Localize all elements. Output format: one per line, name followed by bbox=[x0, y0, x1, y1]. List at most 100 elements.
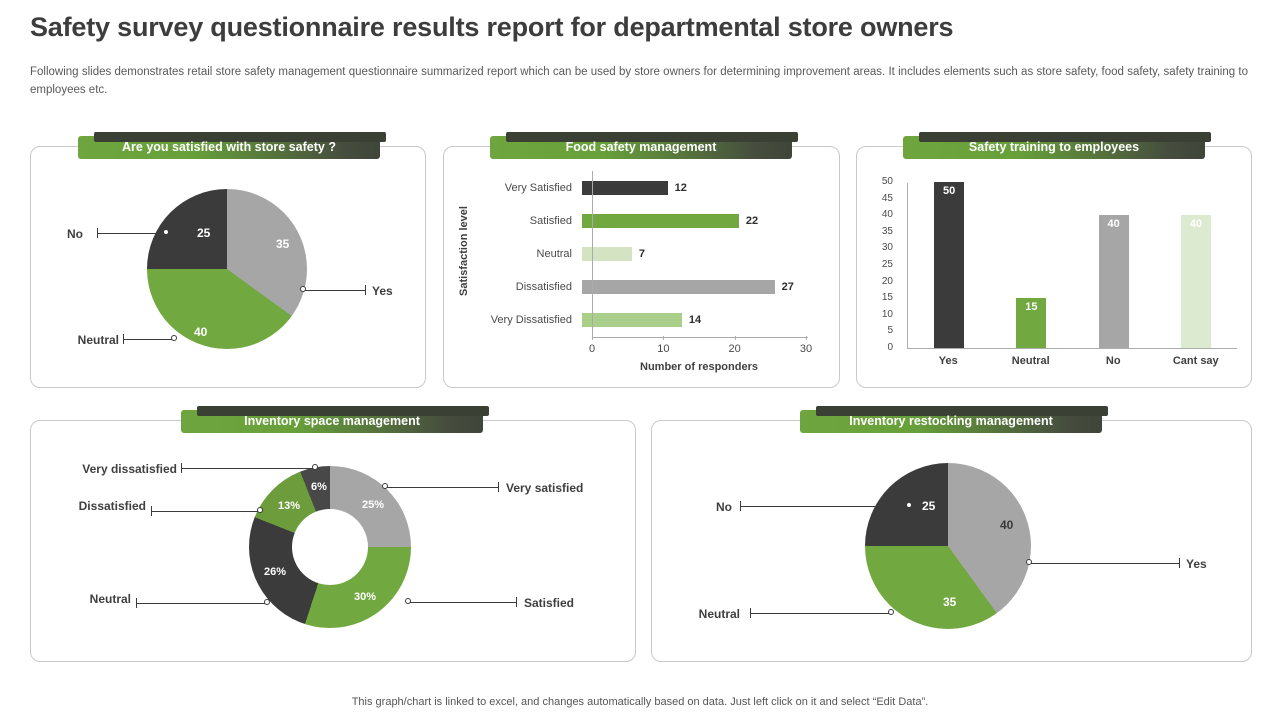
value-label: 50 bbox=[943, 185, 956, 197]
chart-title-banner: Inventory space management bbox=[181, 406, 489, 433]
category-label: Neutral bbox=[1011, 355, 1050, 367]
leader-line bbox=[181, 463, 318, 473]
leader-line bbox=[97, 228, 169, 238]
leader-line bbox=[382, 482, 499, 492]
category-label: Cant say bbox=[1172, 355, 1219, 367]
x-axis-line bbox=[592, 337, 808, 338]
y-tick-label: 15 bbox=[881, 292, 893, 304]
value-label: 14 bbox=[688, 313, 702, 326]
slice-callout-label: No bbox=[67, 227, 83, 241]
excel-link-note: This graph/chart is linked to excel, and… bbox=[351, 696, 929, 708]
value-label: 22 bbox=[745, 214, 759, 227]
leader-line bbox=[136, 598, 270, 608]
y-tick-label: 35 bbox=[881, 225, 893, 237]
category-label: Yes bbox=[938, 355, 958, 367]
bar[interactable]: 15 bbox=[1016, 298, 1047, 348]
category-label: Dissatisfied bbox=[515, 280, 572, 293]
slice-callout-label: No bbox=[716, 500, 732, 514]
value-label: 27 bbox=[781, 280, 794, 293]
store-safety-pie-chart[interactable] bbox=[147, 189, 307, 349]
food-safety-chart-panel: Satisfaction level Very Satisfied 12 Satis… bbox=[443, 146, 840, 388]
slice-callout-label: Neutral bbox=[698, 607, 740, 621]
pie-value-label: 35 bbox=[943, 595, 957, 609]
slice-callout-label: Yes bbox=[1186, 557, 1207, 571]
bar[interactable] bbox=[582, 312, 682, 327]
category-label: No bbox=[1105, 355, 1121, 367]
chart-title-banner: Inventory restocking management bbox=[800, 406, 1108, 433]
bar[interactable] bbox=[582, 279, 775, 294]
y-tick-label: 25 bbox=[881, 259, 893, 270]
pie-value-label: 40 bbox=[194, 325, 208, 339]
bar[interactable]: 50 bbox=[934, 182, 965, 348]
bar-row: Satisfied 22 bbox=[450, 204, 830, 237]
y-axis-line bbox=[592, 171, 593, 337]
y-axis-ticks: 0 5 10 15 20 25 30 35 40 45 50 bbox=[857, 177, 901, 353]
bar-row: Dissatisfied 27 bbox=[450, 270, 830, 303]
bar-row: Neutral 7 bbox=[450, 237, 830, 270]
leader-line bbox=[750, 608, 894, 618]
chart-title-banner: Safety training to employees bbox=[903, 132, 1211, 159]
slice-callout-label: Neutral bbox=[89, 592, 131, 606]
leader-line bbox=[123, 334, 177, 344]
pie-value-label: 13% bbox=[278, 500, 301, 512]
slice-callout-label: Very dissatisfied bbox=[82, 462, 177, 476]
leader-line bbox=[1026, 558, 1180, 568]
x-axis-ticks: 0 10 20 30 bbox=[588, 336, 812, 357]
pie-value-label: 30% bbox=[354, 591, 377, 603]
slice-callout-label: Satisfied bbox=[524, 596, 575, 610]
y-tick-label: 50 bbox=[881, 176, 893, 187]
slice-callout-label: Yes bbox=[372, 284, 393, 298]
category-label: Very Dissatisfied bbox=[490, 313, 572, 326]
bar[interactable] bbox=[582, 213, 739, 228]
category-label: Neutral bbox=[536, 247, 572, 260]
pie-value-label: 25% bbox=[362, 499, 385, 511]
x-tick-label: 10 bbox=[657, 336, 670, 355]
x-tick-label: 30 bbox=[799, 336, 813, 355]
page-subtitle: Following slides demonstrates retail sto… bbox=[30, 66, 1248, 96]
inventory-space-donut-chart[interactable] bbox=[249, 466, 411, 628]
x-tick-label: 0 bbox=[588, 336, 596, 355]
x-axis-category-labels: Yes Neutral No Cant say bbox=[907, 355, 1237, 367]
x-tick-label: 20 bbox=[728, 336, 741, 355]
donut-hole bbox=[292, 509, 368, 585]
y-tick-label: 5 bbox=[887, 325, 893, 337]
chart-title-banner: Are you satisfied with store safety ? bbox=[78, 132, 386, 159]
y-tick-label: 0 bbox=[887, 342, 893, 353]
safety-training-chart-panel: 0 5 10 15 20 25 30 35 40 45 50 50 15 40 40 Yes Neutral… bbox=[856, 146, 1252, 388]
value-label: 7 bbox=[638, 247, 646, 260]
value-label: 40 bbox=[1107, 218, 1120, 231]
inventory-restocking-chart-panel: 25 40 35 No Yes Neutral bbox=[651, 420, 1252, 662]
y-tick-label: 40 bbox=[881, 209, 893, 221]
chart-title-banner: Food safety management bbox=[490, 132, 798, 159]
slice-callout-label: Very satisfied bbox=[506, 481, 584, 495]
store-safety-chart-panel: 35 25 40 No Yes Neutral bbox=[30, 146, 426, 388]
pie-value-label: 35 bbox=[276, 237, 290, 251]
pie-value-label: 26% bbox=[264, 566, 287, 578]
inventory-restocking-pie-chart[interactable] bbox=[865, 463, 1031, 629]
inventory-space-chart-panel: 25% 30% 26% 13% 6% Very dissatisfied Dis… bbox=[30, 420, 636, 662]
bar-row: Very Dissatisfied 14 bbox=[450, 303, 830, 336]
pie-value-label: 6% bbox=[311, 481, 327, 493]
safety-training-bar-chart[interactable]: 50 15 40 40 bbox=[907, 182, 1237, 349]
leader-line bbox=[151, 506, 263, 516]
pie-value-label: 25 bbox=[922, 499, 936, 513]
category-label: Very Satisfied bbox=[504, 181, 572, 194]
value-label: 15 bbox=[1025, 301, 1038, 314]
bar[interactable] bbox=[582, 246, 632, 261]
pie-value-label: 25 bbox=[197, 226, 211, 240]
bar-row: Very Satisfied 12 bbox=[450, 171, 830, 204]
y-tick-label: 10 bbox=[881, 308, 893, 320]
y-tick-label: 30 bbox=[881, 242, 893, 254]
value-label: 12 bbox=[674, 181, 687, 194]
leader-line bbox=[740, 501, 912, 511]
bar[interactable]: 40 bbox=[1098, 215, 1129, 348]
leader-line bbox=[405, 597, 517, 607]
value-label: 40 bbox=[1189, 218, 1202, 231]
bar[interactable]: 40 bbox=[1180, 215, 1211, 348]
bar[interactable] bbox=[582, 180, 668, 195]
y-tick-label: 45 bbox=[881, 192, 893, 204]
page-title: Safety survey questionnaire results repo… bbox=[30, 12, 954, 42]
slice-callout-label: Dissatisfied bbox=[78, 499, 146, 513]
food-safety-bar-chart[interactable]: Very Satisfied 12 Satisfied 22 Neutral 7 Dissa… bbox=[450, 171, 830, 336]
y-tick-label: 20 bbox=[881, 275, 893, 287]
